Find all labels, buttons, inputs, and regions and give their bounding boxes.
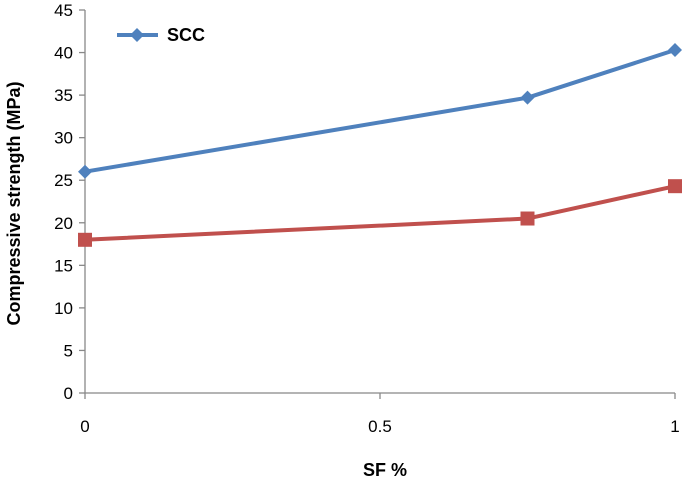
series-line: [84, 184, 676, 242]
y-tick-label: 5: [64, 341, 73, 360]
x-tick-label: 0: [80, 417, 89, 436]
series-layer: [78, 43, 682, 247]
y-tick-label: 30: [54, 129, 73, 148]
legend-label: SCC: [167, 25, 205, 45]
y-tick-label: 25: [54, 171, 73, 190]
x-tick-label: 1: [670, 417, 679, 436]
data-point-marker: [78, 164, 92, 179]
x-axis-title: SF %: [363, 460, 407, 480]
x-axis-ticks: 0 0.5 1: [80, 393, 680, 436]
data-point-marker: [78, 232, 92, 247]
series-2: [78, 179, 682, 247]
series-1: [78, 43, 682, 179]
data-point-marker: [668, 43, 682, 58]
data-point-marker: [520, 90, 535, 105]
y-tick-label: 10: [54, 299, 73, 318]
x-tick-label: 0.5: [368, 417, 392, 436]
data-point-marker: [520, 211, 535, 226]
legend: SCC: [117, 25, 205, 45]
y-tick-label: 45: [54, 1, 73, 20]
y-tick-label: 40: [54, 44, 73, 63]
y-axis-title: Compressive strength (MPa): [4, 81, 24, 325]
y-tick-label: 20: [54, 214, 73, 233]
y-tick-label: 35: [54, 86, 73, 105]
series-line: [84, 48, 676, 174]
legend-marker: [130, 28, 144, 42]
y-tick-label: 0: [64, 384, 73, 403]
data-point-marker: [668, 179, 682, 194]
y-axis-ticks: 0 5 10 15 20 25 30 35 40 45: [54, 1, 85, 403]
y-tick-label: 15: [54, 256, 73, 275]
